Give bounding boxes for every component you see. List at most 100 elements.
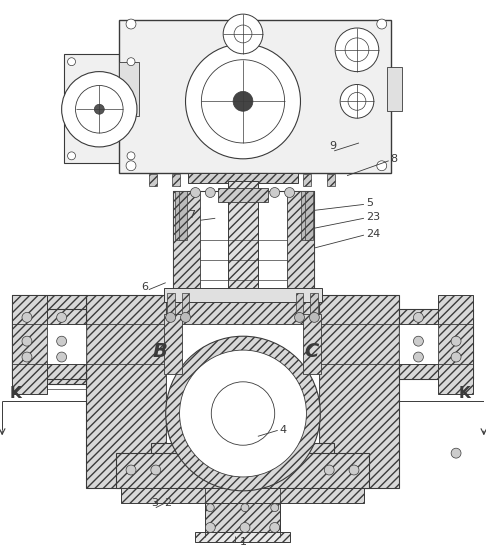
Polygon shape [228,180,258,295]
Circle shape [234,25,252,43]
Circle shape [126,161,136,170]
Circle shape [166,336,320,491]
Circle shape [57,312,67,322]
Circle shape [94,104,104,114]
Polygon shape [218,188,268,202]
Polygon shape [287,190,314,295]
Circle shape [270,188,279,197]
Circle shape [201,60,285,143]
Circle shape [348,92,366,110]
Polygon shape [311,293,318,315]
Text: 3: 3 [151,498,158,508]
Circle shape [22,352,32,362]
Polygon shape [164,315,182,374]
Circle shape [75,85,123,133]
Polygon shape [174,190,183,240]
Circle shape [340,85,374,118]
Circle shape [22,312,32,322]
Text: 9: 9 [329,141,336,151]
Text: 7: 7 [189,210,196,221]
Text: 23: 23 [366,212,380,222]
Circle shape [349,465,359,475]
Circle shape [68,58,75,65]
Circle shape [22,336,32,346]
Circle shape [223,14,263,54]
Polygon shape [167,293,174,315]
Polygon shape [12,295,87,389]
Circle shape [211,382,275,446]
Circle shape [377,161,387,170]
Text: K: K [458,386,470,400]
Text: K: K [10,386,22,400]
Polygon shape [47,324,87,364]
Circle shape [451,448,461,458]
Polygon shape [87,295,166,488]
Polygon shape [173,190,200,295]
Polygon shape [151,443,334,488]
Circle shape [127,58,135,65]
Polygon shape [12,295,47,349]
Polygon shape [119,20,391,173]
Circle shape [127,152,135,160]
Text: 4: 4 [279,425,287,436]
Polygon shape [178,190,187,240]
Text: 2: 2 [164,498,171,508]
Polygon shape [206,503,279,532]
Circle shape [451,336,461,346]
Polygon shape [327,174,335,185]
Polygon shape [119,62,139,116]
Circle shape [57,352,67,362]
Polygon shape [173,190,314,295]
Text: C: C [304,342,319,361]
Circle shape [414,336,423,346]
Circle shape [206,522,215,532]
Text: 6: 6 [141,282,148,292]
Polygon shape [387,67,401,111]
Text: 5: 5 [366,199,373,208]
Polygon shape [116,453,369,488]
Circle shape [233,91,253,111]
Polygon shape [295,293,303,315]
Circle shape [324,465,334,475]
Circle shape [62,72,137,147]
Polygon shape [64,54,136,163]
Circle shape [414,352,423,362]
Polygon shape [12,310,87,379]
Polygon shape [195,532,290,542]
Text: 24: 24 [366,229,380,239]
Text: 8: 8 [391,154,398,164]
Circle shape [151,465,161,475]
Circle shape [126,465,136,475]
Circle shape [377,19,387,29]
Polygon shape [399,310,473,379]
Circle shape [270,522,279,532]
Text: B: B [153,342,168,361]
Polygon shape [438,295,473,394]
Polygon shape [301,190,310,240]
Circle shape [240,522,250,532]
Circle shape [271,504,278,512]
Polygon shape [12,295,87,384]
Polygon shape [399,324,438,364]
Polygon shape [166,324,319,453]
Polygon shape [303,174,312,185]
Circle shape [335,28,379,72]
Circle shape [285,188,295,197]
Circle shape [191,188,200,197]
Text: 1: 1 [240,537,246,547]
Polygon shape [182,293,190,315]
Polygon shape [305,190,313,240]
Circle shape [241,504,249,512]
Circle shape [166,312,175,322]
Polygon shape [12,295,47,394]
Polygon shape [121,488,364,503]
Polygon shape [172,174,179,185]
Polygon shape [166,453,319,488]
Circle shape [181,312,191,322]
Polygon shape [189,173,297,183]
Circle shape [179,350,307,477]
Circle shape [57,336,67,346]
Polygon shape [303,315,321,374]
Circle shape [295,312,304,322]
Circle shape [126,19,136,29]
